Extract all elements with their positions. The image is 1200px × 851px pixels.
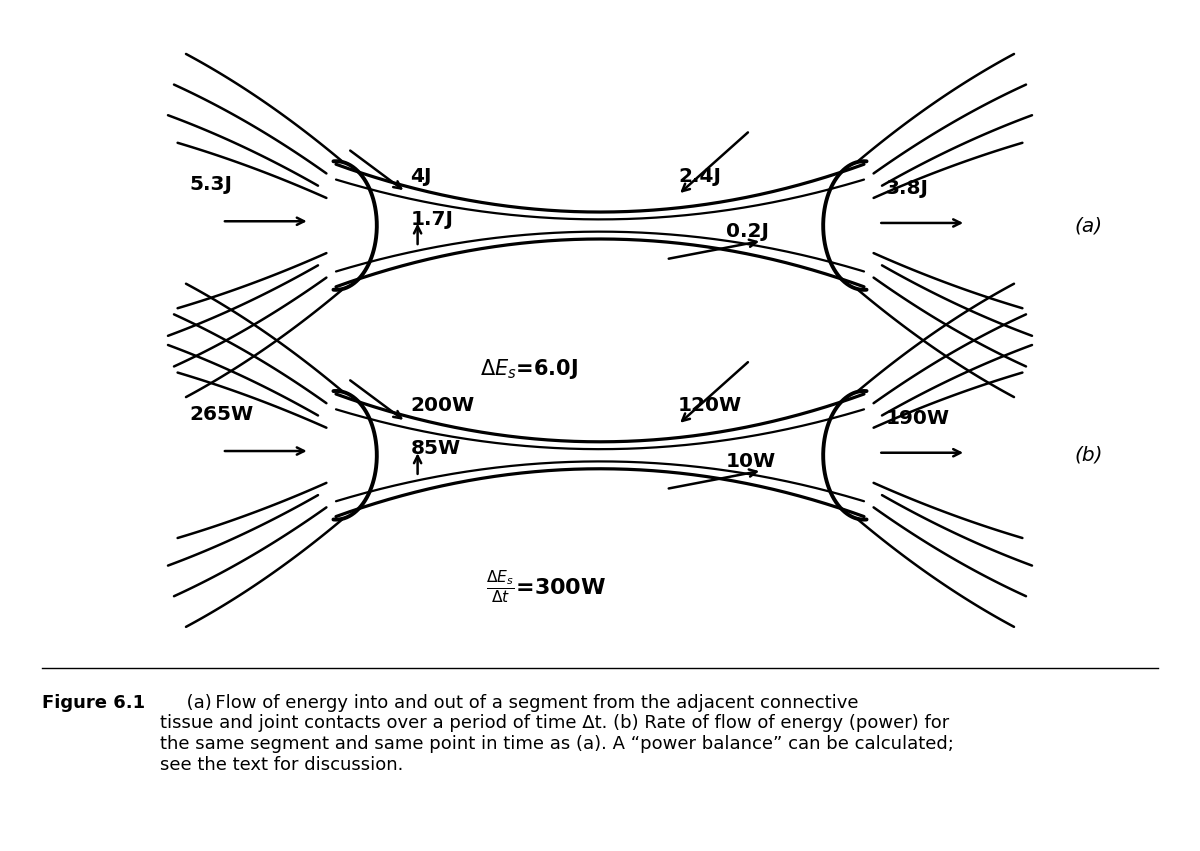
Text: (b): (b) (1074, 446, 1103, 465)
Text: 3.8J: 3.8J (886, 179, 929, 198)
Text: 0.2J: 0.2J (726, 222, 769, 241)
Text: 120W: 120W (678, 397, 743, 415)
Text: 200W: 200W (410, 397, 475, 415)
Text: $\frac{\Delta E_s}{\Delta t}$=300W: $\frac{\Delta E_s}{\Delta t}$=300W (486, 568, 606, 606)
Text: 265W: 265W (190, 405, 254, 424)
Text: 10W: 10W (726, 452, 776, 471)
Text: 1.7J: 1.7J (410, 209, 454, 229)
Text: 4J: 4J (410, 167, 432, 186)
Text: (a) Flow of energy into and out of a segment from the adjacent connective
tissue: (a) Flow of energy into and out of a seg… (160, 694, 954, 774)
Text: Figure 6.1: Figure 6.1 (42, 694, 145, 711)
Text: 2.4J: 2.4J (678, 167, 721, 186)
Text: 85W: 85W (410, 439, 461, 459)
Text: 190W: 190W (886, 408, 949, 428)
Text: 5.3J: 5.3J (190, 175, 233, 194)
Text: (a): (a) (1074, 216, 1102, 235)
Text: $\Delta E_s$=6.0J: $\Delta E_s$=6.0J (480, 357, 578, 381)
